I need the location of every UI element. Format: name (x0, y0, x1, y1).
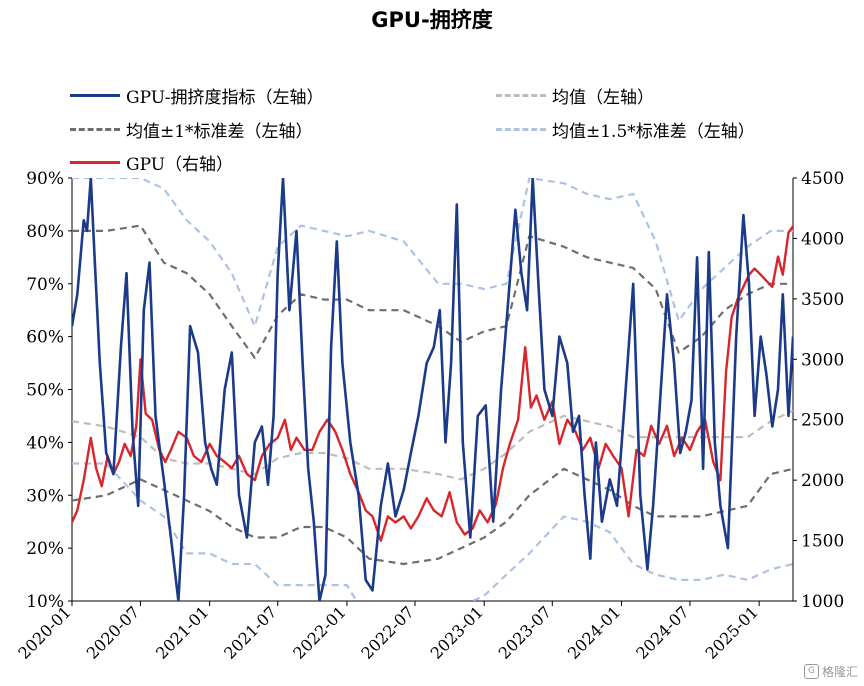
x-tick-label: 2023-01 (427, 602, 487, 662)
legend-swatch-mean (496, 94, 546, 97)
x-tick-label: 2021-01 (152, 602, 212, 662)
right-tick-label: 4000 (801, 229, 844, 249)
left-tick-label: 40% (26, 433, 64, 453)
left-tick-label: 70% (26, 275, 64, 295)
series-line-band15_low (72, 462, 793, 601)
series-line-band15_up (72, 178, 793, 328)
legend-swatch-gpu (70, 161, 120, 164)
left-tick-label: 30% (26, 486, 64, 506)
right-tick-label: 1000 (801, 592, 844, 612)
legend-label-band1: 均值±1*标准差（左轴） (126, 122, 313, 142)
watermark-logo-icon: G (803, 664, 819, 679)
legend-label-mean: 均值（左轴） (552, 88, 654, 108)
legend-item-gpu: GPU（右轴） (70, 150, 233, 175)
legend-label-crowding: GPU-拥挤度指标（左轴） (126, 88, 324, 108)
legend-label-gpu: GPU（右轴） (126, 155, 234, 175)
watermark: G 格隆汇 (803, 663, 858, 680)
x-tick-label: 2022-01 (289, 602, 349, 662)
right-tick-label: 1500 (801, 532, 844, 552)
x-tick-label: 2020-07 (83, 602, 143, 662)
right-tick-label: 4500 (801, 169, 844, 189)
series-line-crowding (72, 178, 793, 601)
x-tick-label: 2024-01 (564, 602, 624, 662)
left-tick-label: 20% (26, 539, 64, 559)
series-line-band1_up (72, 224, 793, 359)
right-tick-label: 3500 (801, 290, 844, 310)
legend-swatch-crowding (70, 94, 120, 97)
right-tick-label: 3000 (801, 350, 844, 370)
legend-item-mean: 均值（左轴） (496, 83, 654, 108)
watermark-text: 格隆汇 (821, 665, 858, 679)
legend-item-band1: 均值±1*标准差（左轴） (70, 117, 313, 142)
x-tick-label: 2022-07 (357, 602, 417, 662)
x-tick-label: 2021-07 (220, 602, 280, 662)
left-tick-label: 60% (26, 328, 64, 348)
series-line-mean (72, 409, 793, 481)
series-line-gpu (72, 225, 793, 542)
right-tick-label: 2000 (801, 471, 844, 491)
series-line-band1_low (72, 467, 793, 566)
legend-swatch-band15 (496, 128, 546, 131)
legend-item-crowding: GPU-拥挤度指标（左轴） (70, 83, 324, 108)
left-tick-label: 10% (26, 592, 64, 612)
legend-item-band15: 均值±1.5*标准差（左轴） (496, 117, 755, 142)
left-tick-label: 50% (26, 381, 64, 401)
x-tick-label: 2025-01 (702, 602, 762, 662)
left-tick-label: 90% (26, 169, 64, 189)
x-tick-label: 2023-07 (495, 602, 555, 662)
x-tick-label: 2024-07 (632, 602, 692, 662)
legend-swatch-band1 (70, 128, 120, 131)
chart-title: GPU-拥挤度 (371, 8, 493, 32)
right-tick-label: 2500 (801, 411, 844, 431)
legend-label-band15: 均值±1.5*标准差（左轴） (552, 122, 755, 142)
left-tick-label: 80% (26, 222, 64, 242)
